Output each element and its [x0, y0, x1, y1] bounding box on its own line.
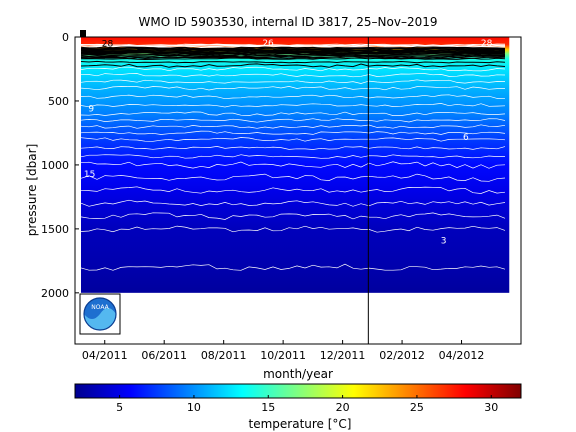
contour-line: [80, 73, 506, 78]
x-tick-label: 06/2011: [141, 349, 187, 362]
contour-line: [80, 130, 506, 135]
noaa-logo-text: NOAA: [91, 304, 109, 311]
x-tick-label: 12/2011: [320, 349, 366, 362]
contour-line: [80, 186, 506, 194]
contour-line: [80, 225, 506, 233]
contour-value-label: 15: [84, 170, 95, 180]
contour-line: [80, 263, 506, 271]
contour-value-label: 9: [88, 105, 94, 115]
contour-line: [80, 55, 506, 59]
x-tick-label: 04/2012: [439, 349, 485, 362]
x-axis-ticks: 04/2011 06/2011 08/2011 10/2011 12/2011 02/20…: [82, 340, 485, 362]
colorbar-tick-label: 15: [261, 401, 275, 414]
y-axis-label: pressure [dbar]: [25, 144, 39, 237]
contour-line: [80, 103, 506, 108]
y-tick-label: 1000: [41, 159, 69, 172]
contour-line: [80, 48, 506, 52]
colorbar-tick-label: 25: [410, 401, 424, 414]
heatmap-field: [80, 37, 510, 344]
plot-corner-marker: [80, 30, 86, 37]
y-tick-label: 1500: [41, 223, 69, 236]
contour-lines: [80, 43, 506, 271]
noaa-logo-icon: NOAA: [79, 293, 121, 335]
contour-line: [80, 94, 506, 100]
contour-line: [80, 79, 506, 84]
colorbar-tick-label: 20: [336, 401, 350, 414]
y-tick-label: 0: [62, 31, 69, 44]
x-axis-label: month/year: [263, 367, 333, 381]
contour-line: [80, 45, 506, 48]
contour-value-label: 26: [262, 39, 274, 49]
contour-line: [80, 66, 506, 72]
colorbar: [74, 383, 522, 399]
contour-line: [80, 63, 506, 68]
contour-value-label: 3: [441, 236, 447, 246]
contour-value-label: 28: [102, 39, 114, 49]
contour-line: [80, 154, 505, 159]
chart-title: WMO ID 5903530, internal ID 3817, 25–Nov…: [139, 15, 438, 29]
contour-line: [80, 124, 506, 129]
contour-line: [80, 212, 506, 220]
contour-line: [80, 54, 505, 57]
contour-line: [80, 57, 506, 61]
contour-line: [80, 137, 506, 142]
colorbar-tick-label: 10: [187, 401, 201, 414]
colorbar-label: temperature [°C]: [249, 417, 352, 431]
x-tick-label: 10/2011: [260, 349, 306, 362]
colorbar-ticks: 5 10 15 20 25 30: [116, 395, 498, 414]
colorbar-tick-label: 5: [116, 401, 123, 414]
contour-value-label: 12: [472, 50, 483, 60]
colorbar-tick-label: 30: [484, 401, 498, 414]
contour-line: [80, 173, 506, 182]
x-tick-label: 02/2012: [379, 349, 425, 362]
contour-line: [80, 161, 506, 169]
contour-value-label: 28: [481, 39, 493, 49]
y-tick-label: 500: [48, 95, 69, 108]
x-tick-label: 04/2011: [82, 349, 128, 362]
contour-line: [80, 86, 505, 91]
contour-line: [80, 146, 506, 150]
contour-value-label: 6: [463, 133, 469, 143]
x-tick-label: 08/2011: [201, 349, 247, 362]
y-axis-ticks: 0 500 1000 1500 2000: [41, 31, 79, 300]
contour-line: [80, 199, 506, 207]
plot-frame: [74, 36, 522, 345]
y-tick-label: 2000: [41, 287, 69, 300]
contour-line: [80, 60, 506, 64]
contour-line: [80, 48, 506, 51]
contour-line: [80, 118, 506, 123]
contour-line: [80, 111, 506, 116]
